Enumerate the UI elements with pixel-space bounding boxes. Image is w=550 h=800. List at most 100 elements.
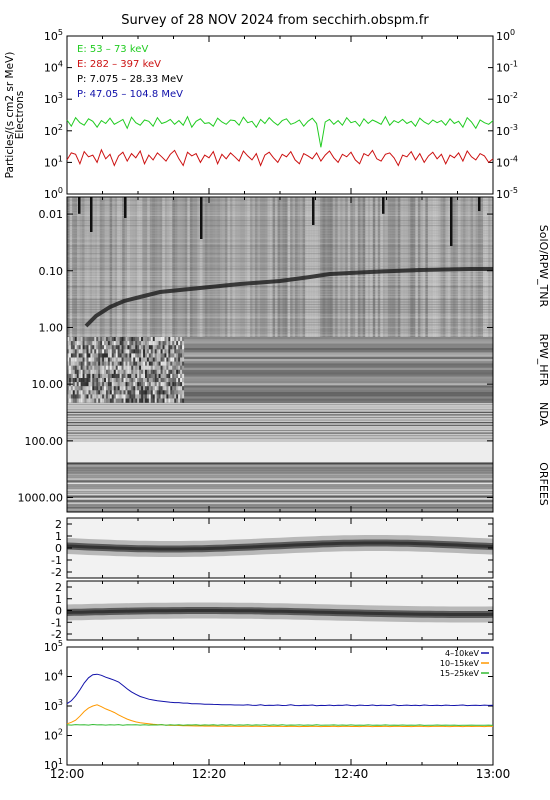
hfr-early-cell [125,390,128,395]
hfr-band-row [183,345,493,349]
hfr-early-cell [176,394,179,399]
hfr-early-cell [162,365,165,370]
hfr-early-cell [113,390,116,395]
hfr-early-cell [100,345,103,350]
hfr-early-cell [67,386,69,391]
tnr-noise-column [307,197,311,337]
hfr-early-cell [166,337,169,342]
hfr-early-cell [82,382,85,387]
hfr-early-cell [82,353,85,358]
hfr-early-cell [182,398,185,403]
hfr-early-cell [148,345,151,350]
tnr-noise-row [67,316,493,318]
tnr-noise-row [67,314,493,316]
hfr-early-cell [104,386,106,391]
hfr-early-cell [162,394,165,399]
freq-ytick-label: 1.00 [39,321,64,334]
hfr-early-cell [121,369,124,374]
hfr-early-cell [164,337,167,342]
hfr-early-cell [180,341,183,346]
hfr-early-cell [135,373,138,379]
hfr-early-cell [102,337,105,342]
hfr-early-cell [180,361,183,366]
hfr-early-cell [156,373,159,379]
hfr-early-cell [148,337,151,342]
hfr-early-cell [158,353,161,358]
hfr-early-cell [69,361,71,366]
hfr-early-cell [86,394,89,399]
hfr-band-row [183,361,493,364]
hfr-early-cell [104,365,106,370]
hfr-early-cell [135,361,138,366]
hfr-early-cell [94,398,97,403]
hfr-early-cell [156,341,159,346]
hfr-early-cell [82,341,85,346]
hfr-early-cell [109,353,112,358]
freq-ytick-label: 0.10 [39,265,64,278]
tnr-noise-row [67,273,493,275]
hfr-early-cell [69,353,71,358]
hfr-early-cell [145,382,147,387]
hfr-early-cell [72,369,75,374]
hfr-early-cell [67,353,69,358]
hfr-early-cell [113,365,116,370]
hfr-early-cell [178,341,181,346]
nrh-ytick-label: 1 [55,530,62,543]
tnr-noise-column [187,197,191,337]
hfr-early-cell [135,337,138,342]
hfr-early-cell [74,337,77,342]
hfr-early-cell [100,386,103,391]
nrh-panel [66,580,494,641]
hfr-early-cell [94,337,97,342]
hfr-early-cell [170,394,173,399]
hfr-early-cell [70,369,73,374]
tnr-noise-column [452,197,456,337]
tnr-noise-column [174,197,178,337]
hfr-early-cell [182,373,185,379]
hfr-early-cell [109,369,112,374]
orfees-row [67,489,493,491]
hfr-early-cell [117,357,120,362]
hfr-early-cell [106,373,108,379]
hfr-early-cell [182,365,185,370]
hfr-early-cell [178,390,181,395]
tnr-noise-column [290,197,293,337]
tnr-noise-column [119,197,123,337]
hfr-early-cell [82,394,85,399]
tnr-noise-column [197,197,201,337]
hfr-early-cell [146,386,149,391]
hfr-early-cell [109,337,112,342]
orfees-row [67,504,493,507]
hfr-early-cell [76,394,79,399]
tnr-noise-column [107,197,110,337]
hfr-early-cell [72,349,75,354]
hfr-early-cell [90,345,93,350]
hfr-early-cell [90,373,93,379]
hfr-early-cell [137,345,140,350]
hfr-early-cell [69,341,71,346]
hfr-early-cell [113,386,116,391]
hfr-early-cell [80,382,83,387]
hfr-early-cell [141,365,144,370]
tnr-noise-column [247,197,251,337]
hfr-early-cell [115,357,118,362]
tnr-noise-column [132,197,135,337]
tnr-noise-column [340,197,343,337]
hfr-early-cell [70,398,73,403]
hfr-early-cell [164,382,167,387]
hfr-early-cell [162,337,165,342]
stix-ytick-label: 102 [44,728,63,743]
tnr-noise-row [67,296,493,298]
hfr-early-cell [98,398,101,403]
hfr-early-cell [107,398,110,403]
hfr-early-cell [174,386,177,391]
tnr-noise-column [89,197,93,337]
hfr-early-cell [139,398,142,403]
hfr-early-cell [156,353,159,358]
hfr-early-cell [141,394,144,399]
hfr-early-cell [168,398,171,403]
nda-row [67,419,493,421]
tnr-noise-column [149,197,153,337]
orfees-row [67,471,493,474]
hfr-early-cell [154,341,157,346]
